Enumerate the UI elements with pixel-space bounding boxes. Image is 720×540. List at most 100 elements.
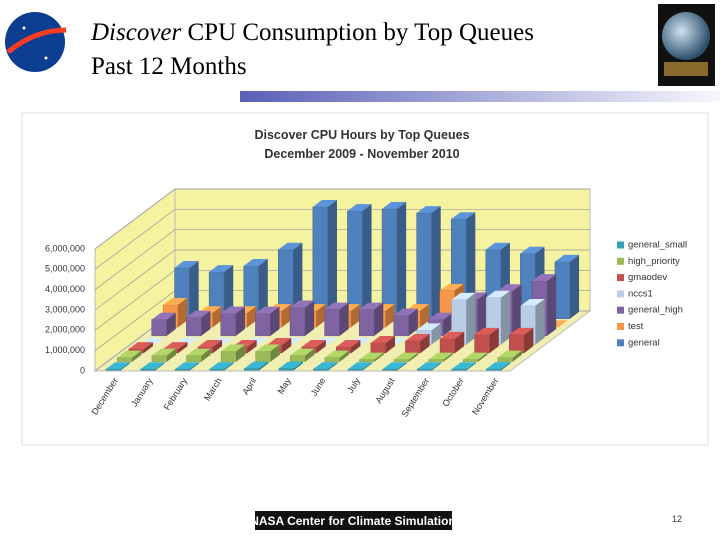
bar-front [244,368,260,371]
bar [486,362,511,371]
bar-side [431,206,441,319]
bar-side [166,348,177,362]
bar [220,344,246,362]
bar-front [497,357,513,362]
bar-side [351,340,361,353]
bar [278,361,303,371]
bar-side [466,362,476,371]
bar-side [247,340,257,353]
chart-subtitle: December 2009 - November 2010 [264,147,459,161]
bar-side [178,298,188,328]
bar-front [382,368,398,371]
bar-top [474,327,499,335]
bar-side [224,362,234,371]
bar [290,348,315,362]
bar-top [312,200,337,207]
nccs-logo [658,4,715,86]
bar-front [151,319,167,337]
bar-top [289,300,315,308]
bar-front [324,357,341,362]
bar-top [417,362,442,370]
bar-front [313,368,329,371]
y-tick-label: 2,000,000 [45,325,85,335]
bar-front [312,206,329,319]
bar-side [397,202,407,319]
bar-side [466,212,476,319]
bar [416,362,442,371]
bar-side [247,306,257,328]
bar-front [186,317,202,337]
bar-front [220,313,237,337]
bar-top [486,362,511,369]
bar-top [197,340,223,347]
bar-front [278,368,295,371]
legend-swatch [617,323,624,330]
bar-top [105,362,131,370]
bar [105,362,131,371]
bar [462,352,488,362]
bar-front [347,210,363,319]
bar-side [512,284,522,336]
bar-top [370,335,396,343]
bar-side [282,338,292,353]
bar-top [416,206,441,213]
bar-top [336,340,361,347]
bar-side [363,362,373,371]
bar-side [293,242,303,319]
legend-label: nccs1 [628,288,653,299]
bar [381,202,407,319]
bar [509,327,534,354]
bar [382,362,407,371]
bar [255,344,280,362]
bar [474,327,499,354]
bar-side [235,306,245,336]
bar-side [443,312,453,336]
bar-top [485,242,510,250]
bar-top [255,306,280,314]
bar-front [324,309,340,337]
bar-top [497,350,522,358]
bar-side [350,304,361,328]
bar-front [381,208,398,319]
bar-side [259,361,269,371]
bar-top [382,202,407,209]
legend-swatch [617,274,624,282]
bar-side [132,350,142,362]
bar-side [178,342,188,353]
bar-side [524,327,534,353]
bar-front [393,359,410,362]
bar-side [478,352,488,362]
bar-front [105,368,122,371]
bar-top [554,254,580,262]
bar-side [190,362,200,371]
bar-side [432,362,442,371]
bar-side [212,340,223,353]
bar-side [420,333,430,353]
bar-top [278,242,303,250]
bar-front [509,334,525,354]
bar-top [486,290,511,298]
bar [151,348,177,362]
bar [289,300,315,337]
bar-front [140,368,156,371]
bar-front [405,340,421,354]
bar-front [117,357,133,362]
bar-front [554,261,571,319]
bar-side [339,350,350,362]
bar-top [324,302,349,310]
bar-side [501,362,511,371]
bar-front [451,368,467,371]
bar-front [393,315,409,337]
legend-label: general_high [628,305,683,316]
bar [209,362,234,371]
legend-label: general [628,337,660,348]
nasa-logo [5,12,67,72]
bar-front [416,212,432,319]
bar-front [151,355,168,362]
bar-top [405,333,430,341]
bar-front [290,355,306,362]
bar-side [512,350,522,362]
footer-box [255,511,452,530]
bar-top [347,204,372,211]
bar-top [324,350,350,358]
